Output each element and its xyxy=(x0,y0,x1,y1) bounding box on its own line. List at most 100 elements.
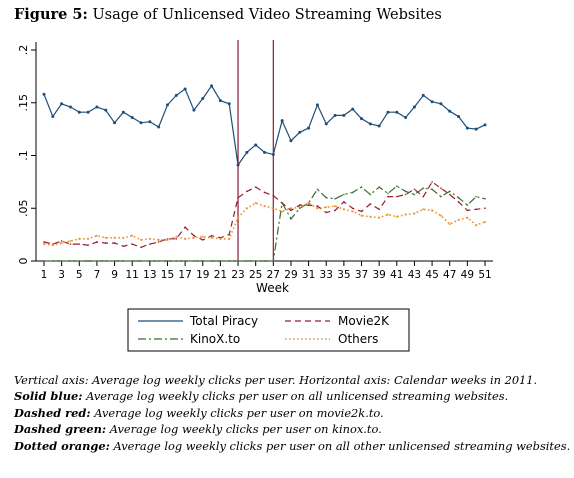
data-point xyxy=(87,237,90,240)
data-point xyxy=(68,105,72,109)
x-tick-label: 7 xyxy=(94,269,101,281)
data-point xyxy=(78,237,81,240)
data-point xyxy=(60,240,63,242)
data-point xyxy=(210,234,213,237)
data-point xyxy=(245,150,249,154)
data-point xyxy=(175,237,178,240)
data-point xyxy=(290,209,292,212)
data-point xyxy=(201,239,204,241)
data-point xyxy=(157,238,160,241)
data-point xyxy=(254,186,257,189)
data-point xyxy=(289,139,293,143)
data-point xyxy=(281,210,284,213)
note-label: Solid blue: xyxy=(14,389,83,404)
note-label: Dotted orange: xyxy=(14,438,110,453)
data-point xyxy=(219,260,222,262)
data-point xyxy=(254,143,258,147)
y-tick-label: .05 xyxy=(17,200,30,218)
data-point xyxy=(236,216,240,219)
data-point xyxy=(51,244,54,247)
data-point xyxy=(360,214,363,217)
data-point xyxy=(271,152,275,156)
x-tick-label: 27 xyxy=(267,269,280,281)
data-point xyxy=(386,110,390,114)
note-text: Average log weekly clicks per user on al… xyxy=(113,438,571,453)
x-tick-label: 45 xyxy=(425,269,438,281)
data-point xyxy=(298,130,302,134)
x-tick-label: 17 xyxy=(178,269,191,281)
data-point xyxy=(298,206,301,209)
event-lines xyxy=(237,40,274,261)
data-point xyxy=(87,260,89,262)
data-point xyxy=(245,207,248,210)
data-point xyxy=(342,113,346,117)
chart-axes: 0.05.1.15.21 3 5 7 9 11 13 15 17 19 21 23 25 27 29 31 33… xyxy=(17,42,493,295)
data-point xyxy=(122,236,125,239)
data-point xyxy=(484,207,486,210)
data-point xyxy=(457,196,460,199)
data-point xyxy=(422,195,425,198)
data-point xyxy=(281,202,284,204)
data-point xyxy=(60,241,63,245)
x-axis-title: Week xyxy=(256,281,289,295)
data-point xyxy=(148,120,152,124)
data-point xyxy=(43,260,45,262)
data-point xyxy=(333,113,337,117)
data-point xyxy=(139,238,143,241)
data-point xyxy=(175,235,178,238)
data-point xyxy=(131,234,134,237)
note-line: Vertical axis: Average log weekly clicks… xyxy=(14,372,570,388)
figure-notes: Vertical axis: Average log weekly clicks… xyxy=(14,372,570,454)
data-point xyxy=(431,180,433,183)
data-point xyxy=(228,233,231,236)
data-point xyxy=(387,195,389,198)
data-point xyxy=(360,186,363,189)
data-point xyxy=(475,208,478,211)
legend-label: Movie2K xyxy=(338,314,390,328)
data-point xyxy=(307,126,311,130)
data-point xyxy=(342,201,345,203)
data-point xyxy=(43,241,45,243)
data-point xyxy=(395,110,399,114)
data-point xyxy=(484,197,486,200)
data-point xyxy=(466,216,469,219)
data-point xyxy=(140,260,142,262)
note-text: Average log weekly clicks per user on al… xyxy=(86,389,509,404)
data-point xyxy=(377,124,381,128)
data-point xyxy=(113,260,116,262)
x-tick-label: 25 xyxy=(249,269,262,281)
data-point xyxy=(78,260,81,262)
data-point xyxy=(140,246,142,249)
data-point xyxy=(386,213,390,216)
y-tick-label: .2 xyxy=(17,45,30,56)
chart-legend: Total Piracy Movie2K KinoX.to Others xyxy=(127,308,410,352)
data-point xyxy=(104,242,107,244)
data-point xyxy=(210,84,214,88)
data-point xyxy=(413,188,416,191)
data-point xyxy=(342,193,345,196)
data-point xyxy=(369,203,372,205)
data-point xyxy=(475,195,478,198)
data-point xyxy=(413,193,416,196)
data-point xyxy=(210,260,213,262)
x-tick-label: 39 xyxy=(372,269,385,281)
data-point xyxy=(165,103,169,107)
line-chart: 0.05.1.15.21 3 5 7 9 11 13 15 17 19 21 23 25 27 29 31 33… xyxy=(17,40,493,352)
data-point xyxy=(457,114,461,118)
data-point xyxy=(413,212,416,215)
data-point xyxy=(351,107,355,111)
data-point xyxy=(430,100,434,104)
data-point xyxy=(104,260,107,262)
data-point xyxy=(122,245,125,248)
data-point xyxy=(342,208,345,211)
data-point xyxy=(148,237,151,240)
data-point xyxy=(175,260,178,262)
data-point xyxy=(86,110,90,114)
data-point xyxy=(325,196,328,199)
figure-label: Figure 5: xyxy=(14,6,88,23)
data-point xyxy=(316,207,319,210)
data-point xyxy=(404,190,407,193)
x-tick-label: 13 xyxy=(143,269,156,281)
data-point xyxy=(77,110,81,114)
data-point xyxy=(483,123,487,127)
